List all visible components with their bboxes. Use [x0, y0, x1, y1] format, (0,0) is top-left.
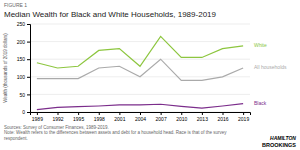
y-tick-label: 50	[19, 92, 25, 98]
branding: HAMILTON	[270, 135, 296, 141]
x-tick: 1992	[52, 112, 63, 122]
y-tick-mark	[27, 112, 30, 113]
x-tick: 2001	[114, 112, 125, 122]
x-tick-mark	[78, 112, 79, 115]
footer-note: Sources: Survey of Consumer Finances, 19…	[4, 125, 109, 130]
x-tick: 2007	[156, 112, 167, 122]
y-tick: 50	[19, 92, 30, 98]
grid-line	[30, 59, 250, 60]
x-tick-label: 2004	[135, 116, 146, 122]
grid	[30, 24, 250, 112]
x-tick-mark	[119, 112, 120, 115]
title: Median Wealth for Black and White Househ…	[4, 10, 217, 19]
x-tick-label: 1995	[73, 116, 84, 122]
y-tick-mark	[27, 59, 30, 60]
x-tick-label: 1998	[94, 116, 105, 122]
x-tick-label: 1989	[32, 116, 43, 122]
x-tick: 2004	[135, 112, 146, 122]
y-tick: 250	[17, 21, 30, 27]
x-axis: 1989 1992 1995 1998 2001 2004 2007 2010 2013 2016…	[31, 112, 251, 122]
x-tick-mark	[37, 112, 38, 115]
x-tick-mark	[202, 112, 203, 115]
y-tick-mark	[27, 42, 30, 43]
x-tick-mark	[161, 112, 162, 115]
series-line	[37, 59, 243, 80]
x-tick-label: 2019	[238, 116, 249, 122]
y-tick-mark	[27, 94, 30, 95]
x-tick-mark	[99, 112, 100, 115]
grid-line	[30, 41, 250, 42]
lines	[37, 36, 243, 109]
y-tick-label: 0	[22, 109, 25, 115]
y-tick-label: 250	[17, 21, 26, 27]
subtitle: FIGURE 1	[4, 2, 27, 8]
x-tick: 2013	[197, 112, 208, 122]
grid-line	[30, 24, 250, 25]
x-tick-label: 2007	[156, 116, 167, 122]
x-tick-label: 2016	[217, 116, 228, 122]
x-tick: 1998	[94, 112, 105, 122]
x-tick-mark	[243, 112, 244, 115]
grid-line	[30, 94, 250, 95]
branding: BROOKINGS	[262, 142, 296, 148]
series-line	[37, 36, 243, 68]
y-tick: 100	[17, 74, 30, 80]
x-tick: 1989	[32, 112, 43, 122]
x-tick: 1995	[73, 112, 84, 122]
series-label: Black	[254, 100, 267, 106]
chart: FIGURE 1 Median Wealth for Black and Whit…	[0, 0, 300, 150]
y-tick: 0	[22, 109, 30, 115]
y-tick-label: 150	[17, 56, 26, 62]
x-tick: 2016	[217, 112, 228, 122]
x-tick-label: 2010	[176, 116, 187, 122]
y-tick: 200	[17, 39, 30, 45]
footer-note: Note: Wealth refers to the differences b…	[4, 130, 227, 141]
x-tick-mark	[58, 112, 59, 115]
series-line	[37, 104, 243, 110]
y-tick-mark	[27, 24, 30, 25]
y-tick-label: 100	[17, 74, 26, 80]
y-axis-line	[27, 25, 31, 113]
series-label: All households	[254, 64, 287, 70]
x-tick-mark	[140, 112, 141, 115]
series-label: White	[254, 42, 267, 48]
y-axis-title: Wealth (thousands of 2019 dollars)	[3, 33, 8, 103]
y-tick: 150	[17, 56, 30, 62]
x-tick-mark	[181, 112, 182, 115]
y-tick-mark	[27, 77, 30, 78]
x-tick-mark	[223, 112, 224, 115]
x-tick-label: 2013	[197, 116, 208, 122]
y-tick-label: 200	[17, 39, 26, 45]
x-tick-label: 2001	[114, 116, 125, 122]
x-tick: 2019	[238, 112, 249, 122]
x-tick: 2010	[176, 112, 187, 122]
x-tick-label: 1992	[52, 116, 63, 122]
y-axis: 0 50 100 150 200 250	[17, 21, 31, 115]
